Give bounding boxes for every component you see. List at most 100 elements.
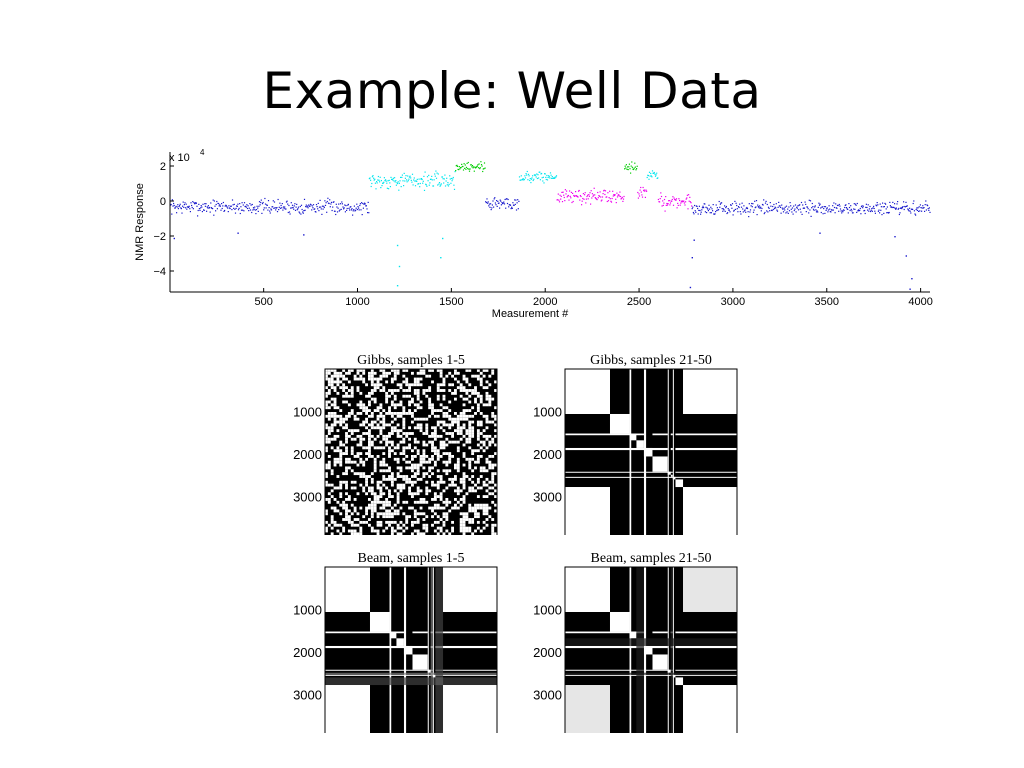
data-point (242, 209, 244, 211)
matrix-cell (347, 509, 351, 513)
matrix-cell (459, 520, 463, 524)
data-point (808, 212, 810, 214)
matrix-cell (368, 429, 371, 433)
data-point (590, 190, 592, 192)
data-point (209, 211, 211, 213)
data-point (896, 203, 898, 205)
data-point (732, 214, 734, 216)
matrix-cell (448, 389, 452, 392)
data-point (621, 196, 623, 198)
matrix-cell (345, 469, 348, 473)
data-point (898, 213, 900, 216)
matrix-cell (402, 452, 406, 455)
matrix-cell (390, 429, 394, 433)
matrix-cell (468, 466, 472, 470)
data-point (767, 211, 769, 213)
matrix-cell (379, 420, 383, 424)
data-point (618, 195, 620, 197)
matrix-cell (376, 515, 380, 519)
matrix-cell (359, 475, 363, 478)
matrix-cell (382, 371, 386, 375)
matrix-cell (448, 509, 452, 513)
matrix-title: Gibbs, samples 1-5 (357, 353, 465, 368)
matrix-cell (462, 518, 466, 521)
data-point (489, 206, 491, 208)
matrix-cell (468, 409, 472, 412)
matrix-cell (462, 386, 466, 390)
data-point (780, 212, 782, 214)
data-point (255, 209, 258, 211)
matrix-cell (393, 509, 397, 513)
matrix-cell (353, 377, 357, 381)
matrix-cell (433, 409, 437, 412)
matrix-cell (382, 492, 386, 496)
data-point (360, 209, 362, 211)
data-point (725, 205, 727, 208)
matrix-cell (333, 386, 337, 390)
data-point (335, 213, 337, 216)
data-point (623, 195, 625, 198)
data-point (373, 179, 375, 181)
data-point (487, 202, 489, 204)
matrix-cell (425, 529, 429, 533)
matrix-cell (485, 446, 489, 450)
matrix-cell (365, 394, 368, 398)
matrix-cell (390, 515, 394, 519)
matrix-cell (459, 394, 463, 398)
matrix-cell (436, 420, 440, 424)
matrix-cell (356, 463, 360, 467)
data-point (219, 204, 221, 206)
matrix-cell (382, 417, 386, 421)
matrix-cell (347, 412, 351, 415)
data-point (411, 173, 414, 175)
matrix-cell (327, 369, 331, 372)
matrix-cell (373, 400, 377, 404)
matrix-cell (336, 377, 340, 381)
matrix-cell (336, 509, 340, 513)
matrix-cell (353, 532, 357, 535)
matrix-cell (485, 434, 489, 438)
matrix-cell (416, 449, 420, 453)
data-point (566, 190, 568, 192)
matrix-cell (336, 460, 340, 464)
matrix-cell (356, 518, 360, 521)
matrix-cell (376, 498, 380, 501)
data-point (375, 188, 377, 190)
matrix-cell (462, 477, 466, 481)
matrix-cell (425, 500, 429, 504)
data-point (371, 182, 373, 185)
matrix-cell (488, 394, 492, 398)
matrix-cell (330, 369, 334, 372)
matrix-cell (433, 426, 437, 430)
data-point (372, 175, 374, 177)
matrix-cell (468, 383, 472, 387)
data-point (769, 202, 771, 204)
data-point (338, 210, 340, 212)
matrix-cell (491, 455, 495, 458)
data-point (716, 207, 718, 209)
matrix-cell (488, 463, 492, 467)
matrix-cell (494, 389, 497, 392)
matrix-cell (462, 417, 466, 421)
data-point (616, 196, 619, 198)
matrix-cell (373, 426, 377, 430)
matrix-cell (342, 374, 346, 378)
matrix-cell (419, 426, 423, 430)
data-point (352, 214, 354, 216)
matrix-cell (379, 469, 383, 473)
matrix-cell (393, 371, 397, 375)
matrix-cell (376, 414, 380, 418)
data-point (388, 179, 390, 181)
matrix-cell (402, 417, 406, 421)
matrix-cell (459, 414, 463, 418)
data-point (292, 206, 294, 209)
matrix-cell (485, 397, 489, 401)
data-point (222, 205, 224, 207)
matrix-cell (488, 397, 492, 401)
data-point (752, 211, 755, 213)
data-point (234, 212, 237, 214)
matrix-cell (325, 480, 328, 484)
data-point (622, 200, 624, 202)
matrix-cell (376, 434, 380, 438)
matrix-cell (327, 380, 331, 384)
